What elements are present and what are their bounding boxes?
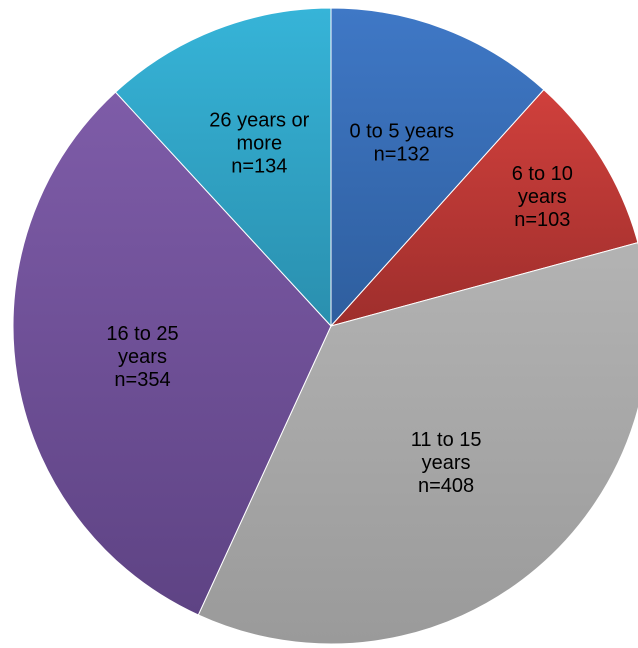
- pie-label-26-years-or-more: 26 years or more n=134: [209, 109, 309, 177]
- pie-label-16-to-25-years: 16 to 25 years n=354: [106, 323, 178, 391]
- pie-label-11-to-15-years: 11 to 15 years n=408: [411, 429, 482, 497]
- pie-label-line: 16 to 25: [106, 323, 178, 345]
- pie-slice-26-years-or-more: [114, 7, 332, 328]
- pie-label-line: n=132: [374, 143, 430, 165]
- pie-slices: [12, 7, 638, 645]
- pie-label-line: n=354: [114, 369, 170, 391]
- pie-label-line: 26 years or: [209, 109, 309, 131]
- pie-label-line: years: [518, 186, 567, 208]
- pie-label-0-to-5-years: 0 to 5 years n=132: [349, 120, 454, 165]
- pie-label-line: n=103: [514, 209, 570, 231]
- pie-label-line: years: [422, 452, 471, 474]
- pie-slice-11-to-15-years: [197, 242, 638, 645]
- pie-slice-6-to-10-years: [329, 89, 638, 327]
- pie-label-line: 11 to 15: [411, 429, 482, 451]
- pie-label-line: n=408: [418, 475, 474, 497]
- pie-label-6-to-10-years: 6 to 10 years n=103: [512, 163, 573, 231]
- pie-slice-16-to-25-years: [12, 91, 332, 616]
- pie-label-line: 0 to 5 years: [349, 120, 454, 142]
- pie-label-line: n=134: [231, 155, 287, 177]
- pie-label-line: more: [237, 132, 283, 154]
- pie-slice-0-to-5-years: [330, 7, 545, 328]
- pie-label-line: 6 to 10: [512, 163, 573, 185]
- pie-label-line: years: [118, 346, 167, 368]
